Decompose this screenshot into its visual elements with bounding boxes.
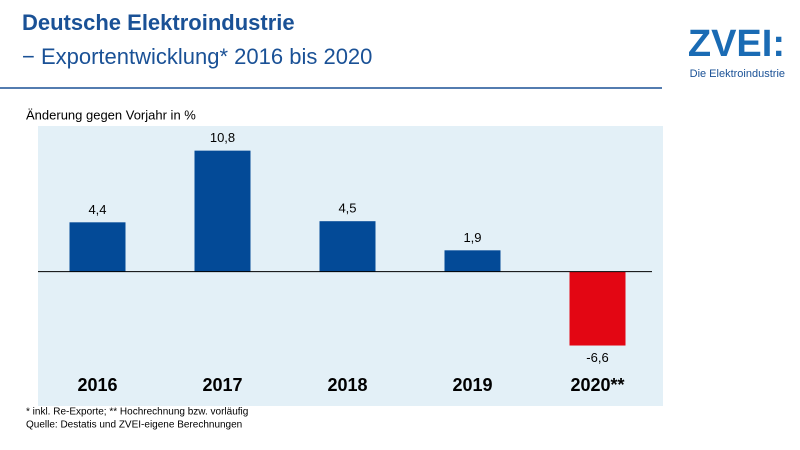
x-tick-label: 2018	[327, 375, 367, 395]
y-axis-label: Änderung gegen Vorjahr in %	[26, 107, 196, 122]
bar	[194, 150, 251, 272]
chart-title: Deutsche Elektroindustrie	[22, 10, 295, 35]
x-tick-label: 2020**	[570, 375, 624, 395]
logo-name: ZVEI:	[688, 23, 785, 65]
bar	[69, 222, 126, 272]
x-tick-label: 2017	[202, 375, 242, 395]
logo-tagline: Die Elektroindustrie	[690, 68, 785, 80]
bar	[569, 271, 626, 346]
value-label: 1,9	[463, 230, 481, 245]
value-label: -6,6	[586, 350, 608, 365]
bar	[319, 221, 376, 272]
value-label: 10,8	[210, 130, 235, 145]
footnote: * inkl. Re-Exporte; ** Hochrechnung bzw.…	[26, 407, 248, 418]
bar	[444, 250, 501, 272]
x-tick-label: 2019	[452, 375, 492, 395]
value-label: 4,5	[338, 201, 356, 216]
value-label: 4,4	[88, 202, 106, 217]
footnote: Quelle: Destatis und ZVEI-eigene Berechn…	[26, 420, 242, 431]
chart-subtitle: − Exportentwicklung* 2016 bis 2020	[22, 44, 372, 69]
x-tick-label: 2016	[77, 375, 117, 395]
